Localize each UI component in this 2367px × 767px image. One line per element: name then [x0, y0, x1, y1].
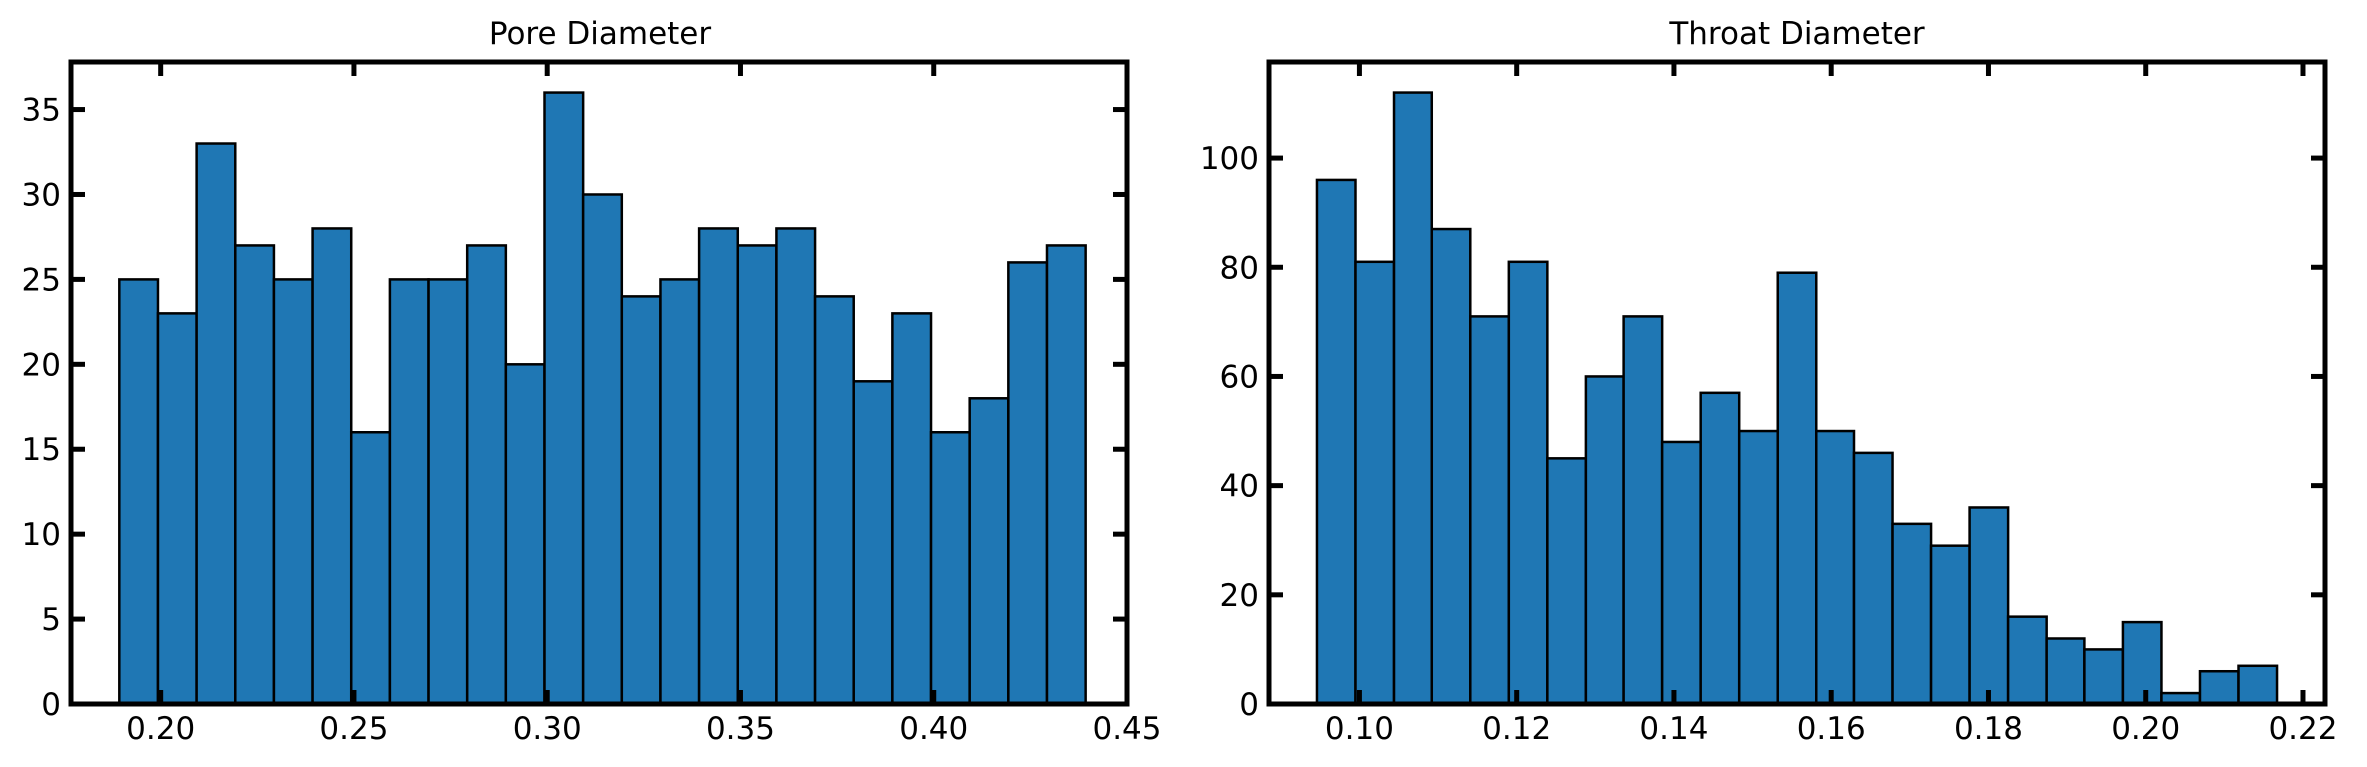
- pore-diameter-bar: [659, 278, 701, 706]
- pore-diameter-ytick-label: 30: [22, 177, 61, 213]
- throat-diameter-bar: [1315, 178, 1357, 706]
- pore-diameter-xtick-label: 0.25: [319, 711, 388, 747]
- pore-diameter-xtick-label: 0.30: [513, 711, 582, 747]
- pore-diameter-bar: [813, 295, 855, 706]
- throat-diameter-bar: [1507, 260, 1549, 706]
- throat-diameter-bar: [1776, 271, 1818, 706]
- throat-diameter-bar: [2121, 620, 2163, 706]
- throat-diameter-ytick-label: 100: [1200, 141, 1259, 177]
- throat-diameter-histogram: Throat Diameter 0.10 0.12 0.14 0.16 0.18 0.20…: [1200, 16, 2338, 747]
- throat-diameter-title: Throat Diameter: [1668, 16, 1925, 52]
- throat-diameter-xtick-label: 0.20: [2111, 711, 2180, 747]
- throat-diameter-bar: [1354, 260, 1396, 706]
- pore-diameter-histogram: Pore Diameter 0.20 0.25 0.30 0.35 0.40 0.45 0 5…: [22, 16, 1162, 747]
- pore-diameter-bar: [1007, 261, 1049, 706]
- throat-diameter-ytick-label: 80: [1220, 250, 1259, 286]
- pore-diameter-bar: [156, 312, 198, 706]
- throat-diameter-bar: [1469, 315, 1511, 706]
- pore-diameter-bar: [388, 278, 430, 706]
- pore-diameter-bar: [852, 380, 894, 706]
- throat-diameter-bars: [1315, 91, 2279, 706]
- throat-diameter-bar: [2083, 648, 2125, 706]
- pore-diameter-ytick-label: 5: [41, 602, 61, 638]
- throat-diameter-bar: [1737, 429, 1779, 706]
- throat-diameter-bar: [1968, 506, 2010, 706]
- pore-diameter-bar: [891, 312, 933, 706]
- throat-diameter-bar: [1660, 440, 1702, 706]
- pore-diameter-bar: [968, 397, 1010, 706]
- throat-diameter-bar: [1699, 391, 1741, 706]
- throat-diameter-bar: [1584, 375, 1625, 706]
- throat-diameter-bar: [1546, 457, 1588, 706]
- pore-diameter-bar: [1045, 244, 1087, 706]
- throat-diameter-bar: [2006, 615, 2048, 706]
- pore-diameter-bar: [736, 244, 778, 706]
- throat-diameter-bar: [1622, 315, 1664, 706]
- pore-diameter-bar: [272, 278, 314, 706]
- pore-diameter-bar: [504, 363, 546, 706]
- pore-diameter-ytick-label: 15: [22, 432, 61, 468]
- throat-diameter-bar: [1929, 544, 1971, 706]
- pore-diameter-bar: [543, 91, 585, 706]
- throat-diameter-bar: [1852, 451, 1894, 706]
- pore-diameter-title: Pore Diameter: [489, 16, 712, 52]
- throat-diameter-xtick-label: 0.18: [1954, 711, 2023, 747]
- pore-diameter-ytick-label: 35: [22, 93, 61, 129]
- pore-diameter-xtick-label: 0.35: [706, 711, 775, 747]
- throat-diameter-xtick-label: 0.12: [1482, 711, 1551, 747]
- throat-diameter-ytick-label: 60: [1220, 359, 1259, 395]
- pore-diameter-bar: [234, 244, 276, 706]
- throat-diameter-ytick-label: 40: [1220, 469, 1259, 505]
- pore-diameter-bar: [195, 142, 237, 706]
- pore-diameter-bar: [427, 278, 469, 706]
- throat-diameter-plot-frame: [1266, 59, 2328, 707]
- throat-diameter-ytick-label: 20: [1220, 578, 1259, 614]
- pore-diameter-bar: [465, 244, 508, 706]
- throat-diameter-bar: [1815, 429, 1856, 706]
- pore-diameter-bar: [311, 227, 353, 706]
- pore-diameter-ytick-label: 10: [22, 517, 61, 553]
- pore-diameter-xtick-label: 0.20: [126, 711, 195, 747]
- pore-diameter-bar: [118, 278, 160, 706]
- pore-diameter-plot-frame: [68, 59, 1130, 707]
- throat-diameter-xtick-label: 0.16: [1797, 711, 1866, 747]
- throat-diameter-xtick-label: 0.22: [2268, 711, 2337, 747]
- pore-diameter-bars: [118, 91, 1087, 706]
- throat-diameter-bar: [2237, 664, 2279, 706]
- pore-diameter-bar: [620, 295, 662, 706]
- pore-diameter-xtick-label: 0.45: [1092, 711, 1161, 747]
- pore-diameter-xtick-label: 0.40: [899, 711, 968, 747]
- throat-diameter-bar: [2045, 637, 2086, 706]
- pore-diameter-ytick-label: 25: [22, 262, 61, 298]
- pore-diameter-ytick-label: 20: [22, 347, 61, 383]
- throat-diameter-bar: [2198, 669, 2240, 706]
- throat-diameter-ytick-label: 0: [1239, 687, 1259, 723]
- throat-diameter-xtick-label: 0.14: [1639, 711, 1708, 747]
- pore-diameter-bar: [697, 227, 740, 706]
- throat-diameter-tick-labels: 0.10 0.12 0.14 0.16 0.18 0.20 0.22 0 20 40 60 80 100: [1200, 141, 2338, 747]
- pore-diameter-bar: [581, 193, 624, 706]
- throat-diameter-bar: [1891, 522, 1933, 706]
- throat-diameter-bar: [1392, 91, 1434, 706]
- throat-diameter-xtick-label: 0.10: [1325, 711, 1394, 747]
- pore-diameter-bar: [929, 431, 971, 706]
- pore-diameter-ytick-label: 0: [41, 687, 61, 723]
- pore-diameter-bar: [349, 431, 392, 706]
- throat-diameter-bar: [1430, 227, 1472, 706]
- pore-diameter-tick-labels: 0.20 0.25 0.30 0.35 0.40 0.45 0 5 10 15 20 25 30 35: [22, 93, 1162, 747]
- pore-diameter-bar: [775, 227, 817, 706]
